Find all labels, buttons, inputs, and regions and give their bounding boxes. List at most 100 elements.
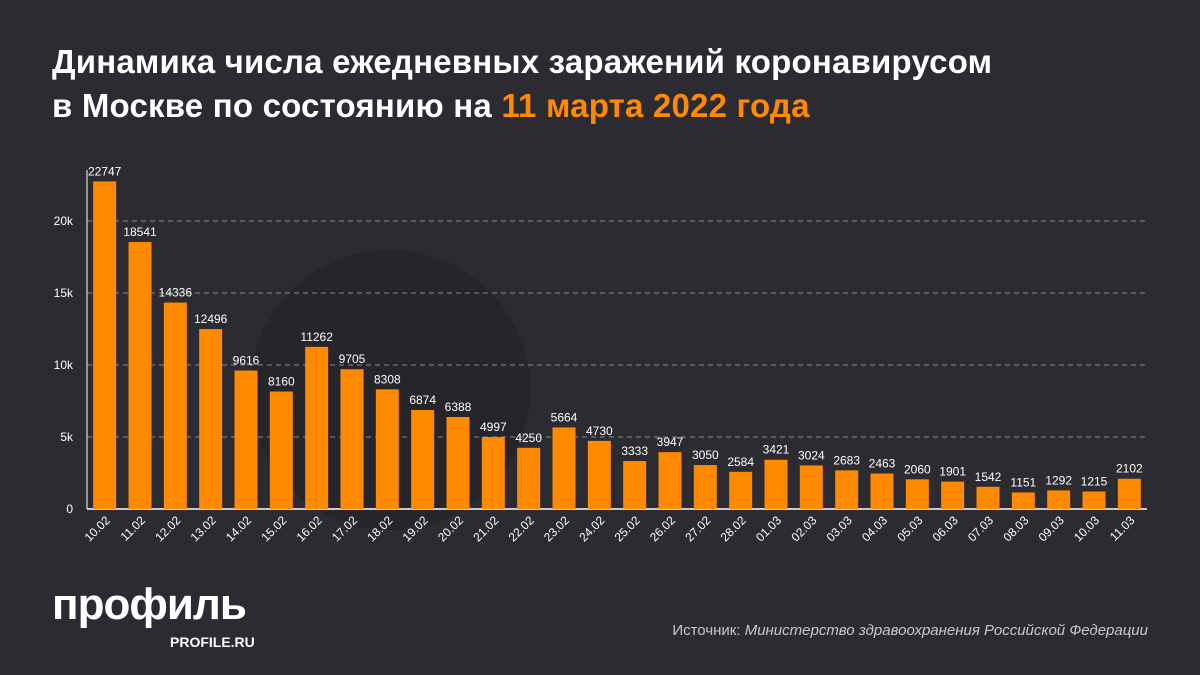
bar [305,346,329,509]
bar [446,417,470,509]
bar [1047,490,1071,509]
x-tick-label: 03.03 [824,513,855,544]
data-label: 14336 [159,286,193,300]
x-tick-label: 08.03 [1000,513,1031,544]
bar [976,486,1000,509]
bar [128,242,152,510]
data-label: 4997 [480,420,507,434]
profile-logo: профиль PROFILE.RU [52,580,282,660]
data-label: 1901 [939,465,966,479]
y-tick-label: 20k [54,214,74,228]
bar [411,410,435,509]
data-label: 2683 [833,453,860,467]
data-label: 9616 [233,354,260,368]
source-label: Источник: [672,622,745,639]
bar [340,369,364,509]
logo-name: профиль [52,580,247,629]
bar [729,471,753,509]
data-label: 11262 [300,330,333,344]
x-tick-label: 24.02 [576,513,607,544]
x-tick-label: 11.02 [118,513,149,544]
data-label: 4250 [515,431,542,445]
bar [587,440,611,509]
bar [1011,492,1035,509]
x-tick-label: 06.03 [930,513,961,544]
source-note: Источник: Министерство здравоохранения Р… [672,622,1148,639]
y-tick-label: 5k [60,430,74,444]
bar [905,479,929,509]
x-tick-label: 21.02 [470,513,501,544]
bar [269,391,293,509]
x-tick-label: 07.03 [965,513,996,544]
data-label: 2463 [869,457,896,471]
data-label: 6388 [445,400,472,414]
data-label: 3050 [692,448,719,462]
x-tick-label: 13.02 [188,513,219,544]
bar [658,452,682,509]
data-label: 8160 [268,374,295,388]
bar [517,447,541,509]
bar [870,473,894,509]
title-line-2: в Москве по состоянию на 11 марта 2022 г… [52,84,992,128]
x-tick-label: 28.02 [718,513,749,544]
data-label: 1215 [1081,475,1108,489]
y-tick-label: 0 [66,502,73,516]
bar [1117,478,1141,509]
data-label: 2584 [727,455,754,469]
x-tick-label: 04.03 [859,513,890,544]
x-tick-label: 02.03 [788,513,819,544]
data-label: 12496 [194,312,228,326]
x-tick-label: 01.03 [753,513,784,544]
bar [693,465,717,509]
data-label: 5664 [551,410,578,424]
data-label: 2060 [904,462,931,476]
y-tick-label: 10k [54,358,74,372]
data-label: 3421 [763,443,790,457]
data-label: 3947 [657,435,684,449]
data-label: 18541 [123,225,157,239]
title-line-1: Динамика числа ежедневных заражений коро… [52,43,993,80]
bar [163,302,187,509]
bar [835,470,859,509]
bar [234,370,258,509]
data-label: 1542 [975,470,1002,484]
bar [93,181,117,509]
x-tick-label: 22.02 [506,513,537,544]
x-tick-label: 27.02 [682,513,713,544]
bar [623,461,647,509]
x-tick-label: 26.02 [647,513,678,544]
data-label: 1292 [1045,473,1072,487]
logo-domain: PROFILE.RU [170,634,255,650]
bar [481,437,505,509]
data-label: 2102 [1116,462,1143,476]
x-tick-label: 25.02 [612,513,643,544]
x-tick-label: 10.02 [82,513,113,544]
bar [764,459,788,509]
bar [375,389,399,509]
x-tick-label: 23.02 [541,513,572,544]
x-tick-label: 11.03 [1107,513,1138,544]
bar [799,465,823,509]
title-prefix: в Москве по состоянию на [52,87,502,124]
data-label: 3024 [798,448,825,462]
x-tick-label: 12.02 [152,513,183,544]
title-date: 11 марта 2022 года [501,87,810,124]
chart-title: Динамика числа ежедневных заражений коро… [52,40,992,128]
x-tick-label: 16.02 [294,513,325,544]
data-label: 3333 [621,444,648,458]
data-label: 4730 [586,424,613,438]
bar [1082,491,1106,509]
bar [941,481,965,509]
data-label: 22747 [88,164,122,178]
data-label: 6874 [409,393,436,407]
bar [199,329,223,509]
x-tick-label: 14.02 [223,513,254,544]
y-tick-label: 15k [54,286,74,300]
x-tick-label: 15.02 [258,513,289,544]
bar [552,427,576,509]
source-value: Министерство здравоохранения Российской … [744,622,1148,639]
data-label: 8308 [374,372,401,386]
data-label: 9705 [339,352,366,366]
x-tick-label: 10.03 [1071,513,1102,544]
